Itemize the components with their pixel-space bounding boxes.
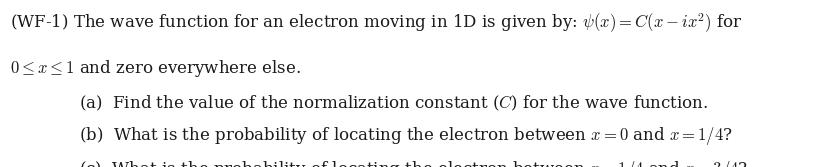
Text: $0 \leq x \leq 1$ and zero everywhere else.: $0 \leq x \leq 1$ and zero everywhere el… bbox=[10, 58, 301, 79]
Text: (WF-1) The wave function for an electron moving in 1D is given by: $\psi(x) = C(: (WF-1) The wave function for an electron… bbox=[10, 12, 743, 35]
Text: (b)  What is the probability of locating the electron between $x = 0$ and $x = 1: (b) What is the probability of locating … bbox=[79, 125, 733, 147]
Text: (c)  What is the probability of locating the electron between $x = 1/4$ and $x =: (c) What is the probability of locating … bbox=[79, 159, 748, 167]
Text: (a)  Find the value of the normalization constant ($C$) for the wave function.: (a) Find the value of the normalization … bbox=[79, 94, 708, 113]
